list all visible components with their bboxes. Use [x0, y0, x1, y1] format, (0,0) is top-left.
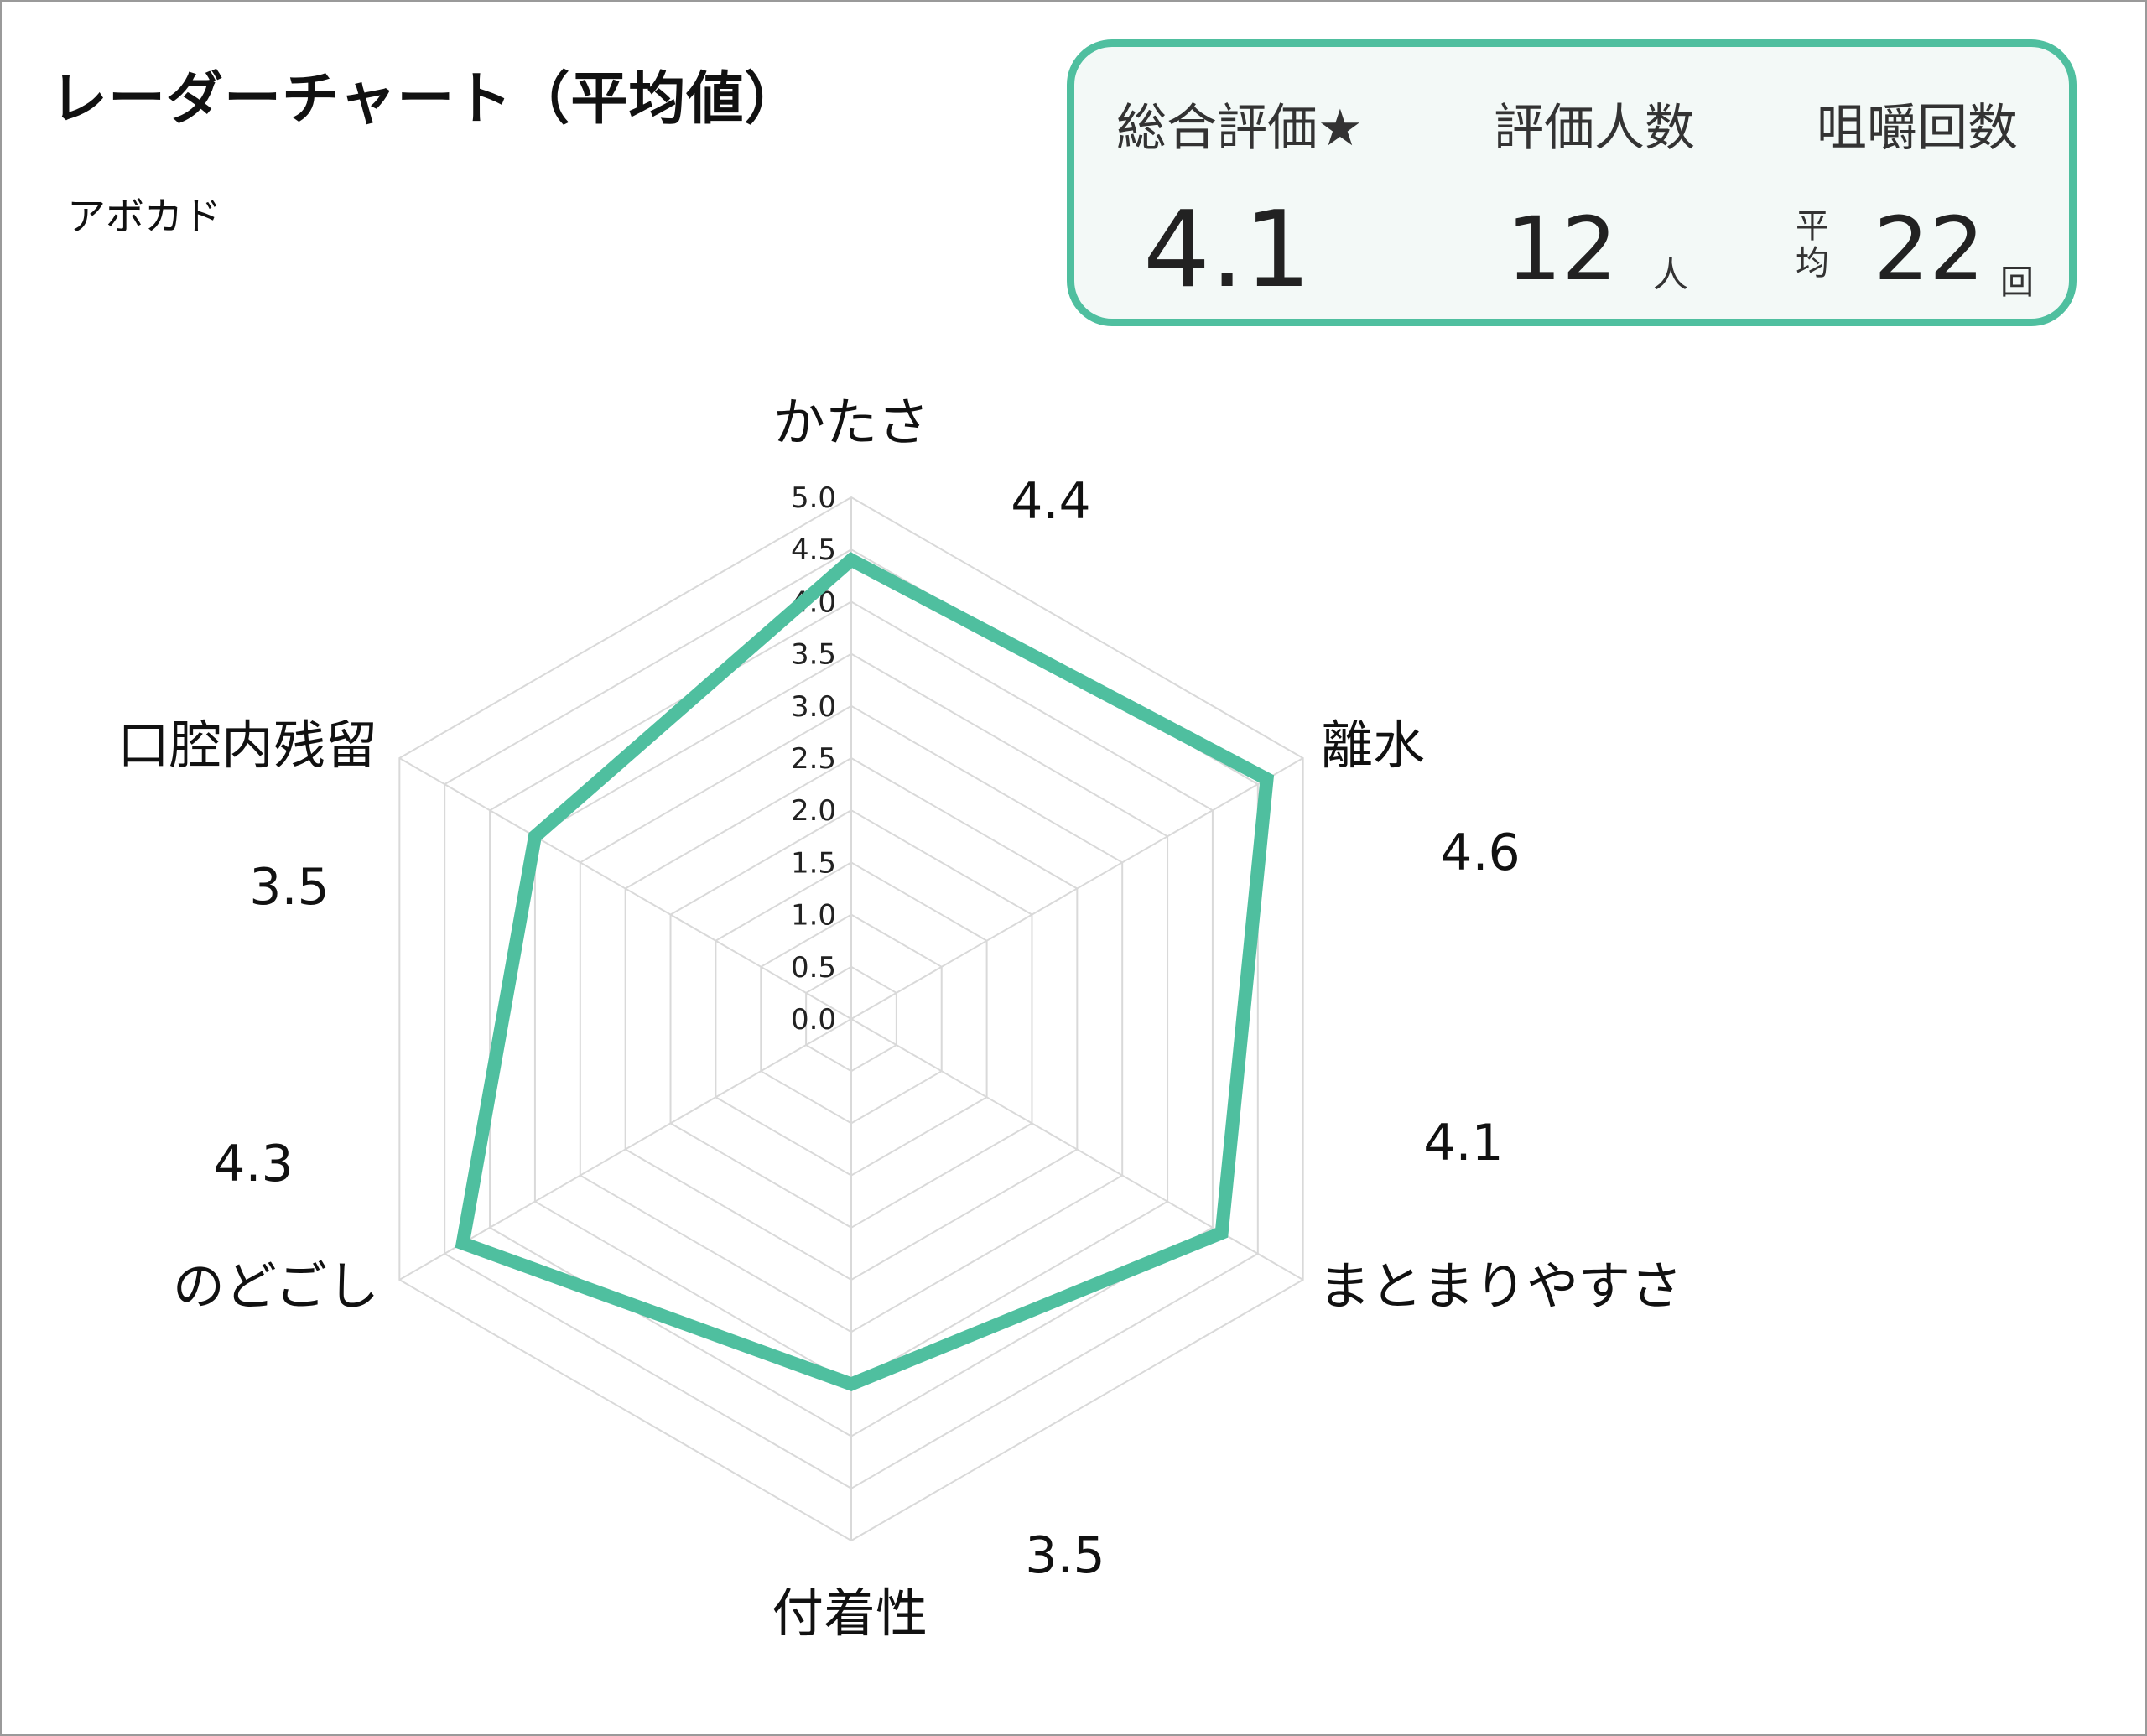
category-label: 付着性 — [772, 1583, 928, 1644]
raters-label: 評価人数 — [1494, 99, 1695, 158]
chews-unit: 回 — [2000, 263, 2034, 302]
radial-tick-label: 2.0 — [791, 794, 836, 828]
raters-value: 12 — [1506, 198, 1618, 300]
grid-spoke — [850, 757, 1304, 1020]
radial-tick-label: 1.0 — [791, 899, 836, 933]
radial-tick-label: 0.0 — [791, 1003, 836, 1037]
radial-tick-label: 5.0 — [791, 481, 836, 515]
grid-spoke — [398, 1018, 852, 1281]
chews-label: 咀嚼回数 — [1817, 99, 2018, 158]
radial-tick-label: 3.0 — [791, 690, 836, 724]
value-label: 3.5 — [249, 858, 329, 917]
raters-unit: 人 — [1653, 254, 1689, 295]
value-label: 4.3 — [213, 1135, 293, 1193]
category-label: かたさ — [773, 392, 929, 453]
overall-rating-label: 総合評価★ — [1116, 99, 1363, 158]
overall-rating-value: 4.1 — [1143, 188, 1312, 311]
value-label: 4.6 — [1440, 824, 1520, 882]
radial-tick-label: 2.5 — [791, 742, 836, 776]
radial-tick-label: 4.5 — [791, 533, 836, 567]
grid-spoke — [398, 757, 852, 1020]
category-label: のどごし — [173, 1255, 379, 1317]
chews-average-prefix: 平均 — [1796, 207, 1829, 283]
radial-tick-label: 1.5 — [791, 846, 836, 880]
summary-panel: 総合評価★ 評価人数 咀嚼回数 4.1 12 人 平均 22 回 — [1067, 39, 2077, 326]
series-line — [455, 552, 1275, 1391]
value-label: 4.1 — [1423, 1114, 1503, 1172]
radial-tick-label: 3.5 — [791, 638, 836, 672]
category-label: まとまりやすさ — [1318, 1255, 1682, 1317]
category-label: 口腔内残留 — [117, 715, 377, 776]
food-name: アボカド — [67, 194, 221, 239]
chart-title: レーダーチャート（平均値） — [50, 66, 803, 133]
chews-value: 22 — [1874, 198, 1985, 300]
value-label: 4.4 — [1011, 472, 1090, 531]
value-label: 3.5 — [1025, 1526, 1105, 1585]
category-label: 離水 — [1321, 715, 1425, 776]
radial-tick-label: 0.5 — [791, 951, 836, 985]
